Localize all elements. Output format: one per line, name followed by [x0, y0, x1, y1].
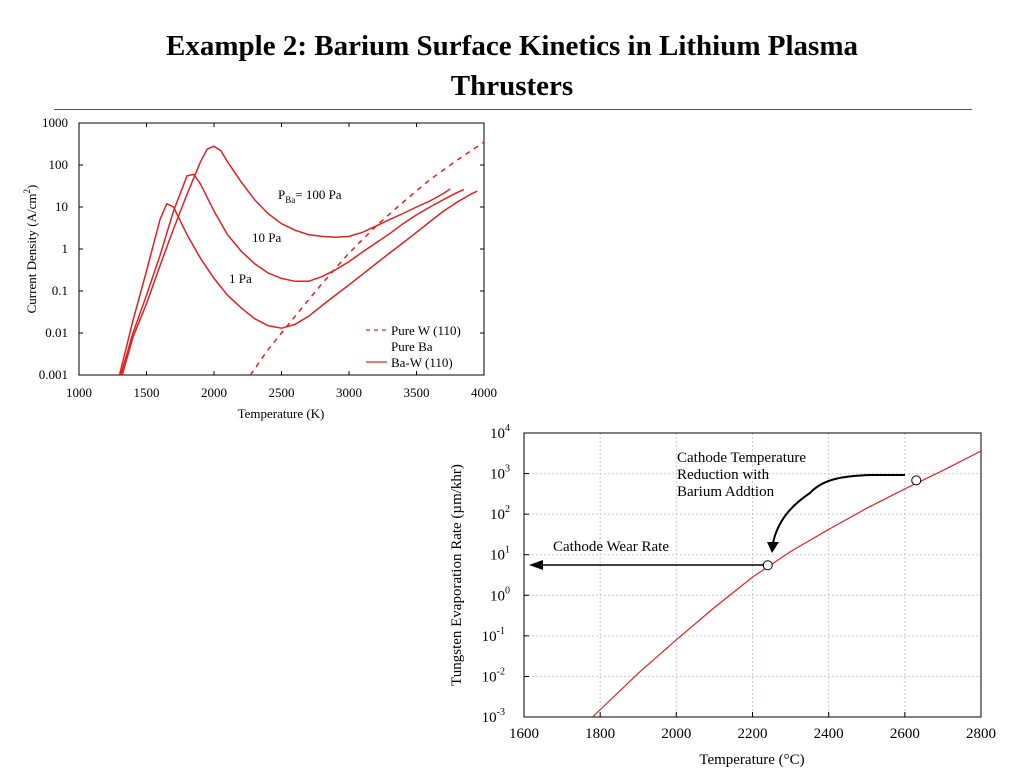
chart2-y-tick-exponent: -3: [497, 707, 505, 718]
annotation-wear-rate: Cathode Wear Rate: [553, 539, 669, 555]
chart1-ticks: [78, 122, 485, 376]
label-100-pa: PBa= 100 Pa: [278, 187, 342, 205]
chart1-y-tick-labels: 0.001 0.01 0.1 1 10 100 1000: [39, 115, 68, 382]
chart2-y-tick-base: 10: [490, 467, 505, 483]
chart1-y-axis-label-sup: 2: [22, 189, 32, 194]
chart2-y-tick-exponent: 1: [505, 545, 510, 556]
series-ba-w-1-pa: [118, 190, 478, 376]
chart2-y-tick-label: 10-3: [482, 707, 505, 726]
temperature-reduction-arrowhead: [767, 542, 779, 553]
chart2-y-tick-exponent: -1: [497, 626, 505, 637]
chart2-x-tick-label: 2200: [738, 726, 768, 742]
label-10-pa: 10 Pa: [252, 230, 281, 245]
chart2-x-tick-label: 1600: [509, 726, 539, 742]
chart2-x-tick-labels: 1600 1800 2000 2200 2400 2600 2800: [509, 726, 996, 742]
chart1-series: [118, 141, 485, 376]
chart2-y-tick-exponent: 2: [505, 504, 510, 515]
series-pure-w: [249, 141, 485, 376]
chart2-y-tick-exponent: 4: [505, 423, 510, 434]
chart2-y-tick-label: 100: [490, 585, 510, 604]
chart1-y-tick-label: 1: [62, 241, 69, 256]
chart1-y-axis-label: Current Density (A/cm2): [22, 185, 39, 314]
temperature-reduction-arrow: [772, 474, 905, 544]
chart1-x-tick-label: 2000: [201, 385, 227, 400]
chart1-y-tick-label: 10: [55, 199, 68, 214]
series-tungsten-evaporation: [592, 450, 982, 718]
chart1-x-tick-label: 1500: [134, 385, 160, 400]
chart1-y-tick-label: 0.1: [52, 283, 68, 298]
chart2-x-tick-label: 2000: [661, 726, 691, 742]
slide-title-line-2: Thrusters: [450, 70, 574, 102]
title-divider: [54, 109, 972, 110]
chart2-x-axis-label: Temperature (°C): [699, 752, 804, 768]
annotation-reduction-line-3: Barium Addtion: [677, 484, 775, 500]
series-ba-w-10-pa: [120, 173, 465, 376]
chart2-y-tick-exponent: 0: [505, 585, 510, 596]
label-1-pa: 1 Pa: [229, 271, 252, 286]
annotation-reduction-line-1: Cathode Temperature: [677, 450, 806, 466]
chart1-y-axis-label-end: ): [24, 185, 39, 189]
chart1-x-tick-label: 1000: [66, 385, 92, 400]
chart1-y-tick-label: 0.001: [39, 367, 68, 382]
legend-ba-w: Ba-W (110): [391, 355, 453, 370]
chart1-x-axis-label: Temperature (K): [238, 406, 325, 421]
chart1-x-tick-label: 2500: [269, 385, 295, 400]
chart2-x-tick-label: 2800: [966, 726, 996, 742]
annotation-reduction-line-2: Reduction with: [677, 467, 770, 483]
chart2-y-tick-label: 104: [490, 423, 510, 442]
chart2-y-axis-label: Tungsten Evaporation Rate (µm/khr): [449, 464, 465, 686]
chart2-y-tick-label: 10-1: [482, 626, 505, 645]
chart2-x-tick-label: 2400: [814, 726, 844, 742]
legend-pure-w: Pure W (110): [391, 323, 461, 338]
chart1-legend: Pure W (110) Pure Ba Ba-W (110): [366, 323, 461, 370]
chart2-y-tick-exponent: -2: [497, 666, 505, 677]
chart2-marker: [911, 475, 922, 486]
wear-rate-arrowhead: [529, 560, 543, 570]
legend-pure-ba: Pure Ba: [391, 339, 433, 354]
slide-title: Example 2: Barium Surface Kinetics in Li…: [60, 26, 964, 106]
chart2-x-tick-label: 1800: [585, 726, 615, 742]
chart2-y-tick-label: 10-2: [482, 666, 505, 685]
chart2-y-tick-label: 102: [490, 504, 510, 523]
chart2-y-tick-base: 10: [490, 507, 505, 523]
chart2-ticks: [523, 432, 982, 718]
chart2-y-tick-label: 103: [490, 464, 510, 483]
series-ba-w-100-pa: [121, 145, 451, 376]
label-100-pa-sub: Ba: [285, 195, 295, 205]
chart2-y-tick-base: 10: [490, 548, 505, 564]
chart1-x-tick-label: 3000: [336, 385, 362, 400]
slide-title-line-1: Example 2: Barium Surface Kinetics in Li…: [166, 30, 858, 62]
chart2-y-tick-base: 10: [482, 629, 497, 645]
chart1-x-tick-labels: 1000 1500 2000 2500 3000 3500 4000: [66, 385, 497, 400]
chart2-y-tick-base: 10: [490, 588, 505, 604]
label-100-pa-value: = 100 Pa: [295, 187, 342, 202]
chart2-y-tick-base: 10: [490, 426, 505, 442]
chart2-y-tick-label: 101: [490, 545, 510, 564]
chart2-marker: [762, 560, 773, 571]
chart2-x-tick-label: 2600: [890, 726, 920, 742]
chart2-y-tick-exponent: 3: [505, 464, 510, 475]
chart1-y-tick-label: 100: [49, 157, 69, 172]
chart1-x-tick-label: 4000: [471, 385, 497, 400]
chart1-y-tick-label: 0.01: [45, 325, 68, 340]
chart1-x-tick-label: 3500: [404, 385, 430, 400]
chart1-y-tick-label: 1000: [42, 115, 68, 130]
chart2-series: [592, 450, 982, 718]
chart2-y-tick-base: 10: [482, 669, 497, 685]
chart1-y-axis-label-main: Current Density (A/cm: [24, 193, 39, 313]
label-100-pa-p: P: [278, 187, 285, 202]
chart2-y-tick-base: 10: [482, 710, 497, 726]
